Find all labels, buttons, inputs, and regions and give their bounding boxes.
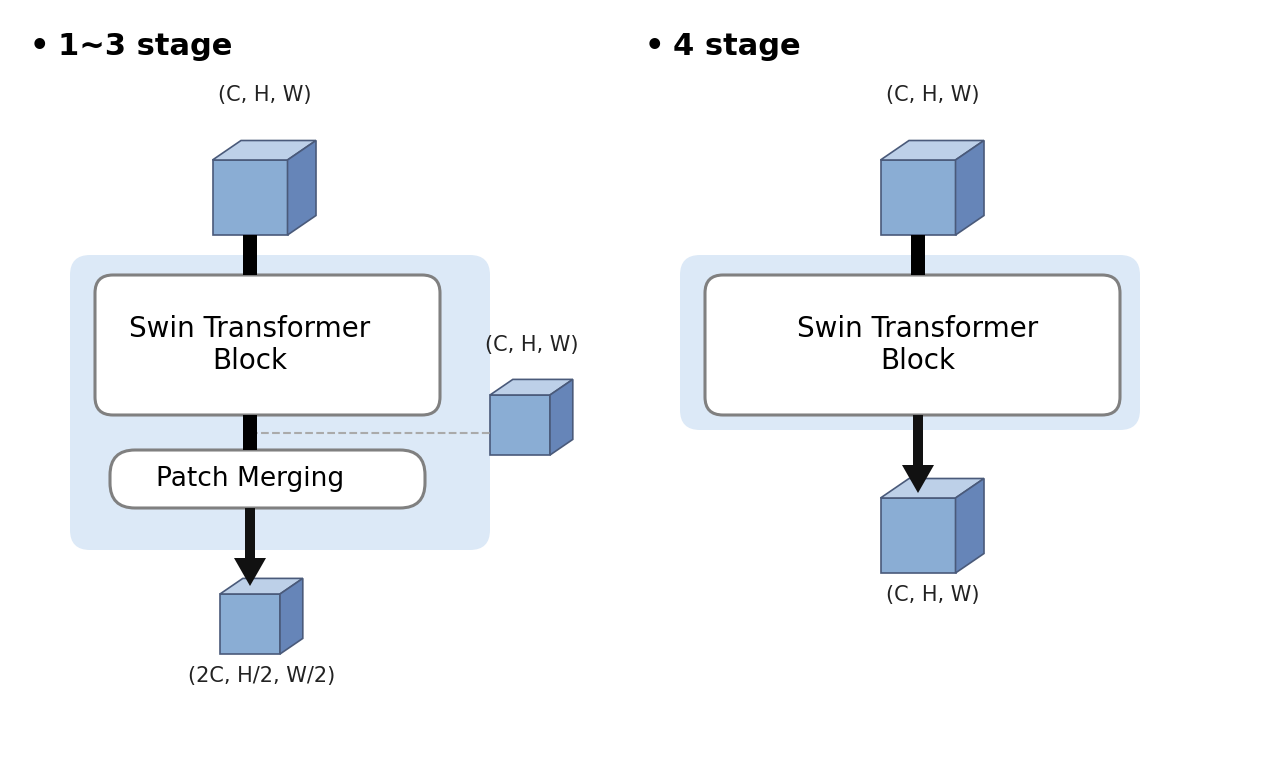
FancyBboxPatch shape [110, 450, 426, 508]
Polygon shape [212, 160, 288, 235]
FancyBboxPatch shape [70, 255, 489, 550]
Text: Patch Merging: Patch Merging [156, 466, 344, 492]
Polygon shape [881, 479, 984, 498]
Polygon shape [911, 235, 925, 275]
Text: 4 stage: 4 stage [674, 32, 800, 61]
Text: (C, H, W): (C, H, W) [484, 335, 578, 355]
Polygon shape [902, 465, 934, 493]
Text: Swin Transformer
Block: Swin Transformer Block [797, 314, 1039, 375]
Polygon shape [881, 140, 984, 160]
FancyBboxPatch shape [705, 275, 1120, 415]
Polygon shape [288, 140, 316, 235]
Polygon shape [234, 558, 266, 586]
Polygon shape [956, 479, 984, 573]
Text: (2C, H/2, W/2): (2C, H/2, W/2) [188, 666, 335, 686]
Polygon shape [881, 160, 956, 235]
Text: •: • [29, 32, 50, 61]
Polygon shape [956, 140, 984, 235]
Text: Swin Transformer
Block: Swin Transformer Block [129, 314, 371, 375]
Polygon shape [245, 508, 256, 558]
Polygon shape [243, 235, 257, 275]
Polygon shape [220, 594, 280, 654]
Text: (C, H, W): (C, H, W) [886, 85, 979, 105]
FancyBboxPatch shape [680, 255, 1140, 430]
Polygon shape [280, 578, 303, 654]
Polygon shape [220, 578, 303, 594]
Polygon shape [212, 140, 316, 160]
Text: (C, H, W): (C, H, W) [886, 585, 979, 605]
Polygon shape [489, 395, 550, 455]
Polygon shape [550, 380, 573, 455]
Polygon shape [243, 415, 257, 450]
Polygon shape [489, 380, 573, 395]
Text: 1~3 stage: 1~3 stage [58, 32, 233, 61]
Polygon shape [912, 415, 923, 465]
Polygon shape [881, 498, 956, 573]
FancyBboxPatch shape [95, 275, 440, 415]
Text: •: • [645, 32, 665, 61]
Text: (C, H, W): (C, H, W) [217, 85, 311, 105]
